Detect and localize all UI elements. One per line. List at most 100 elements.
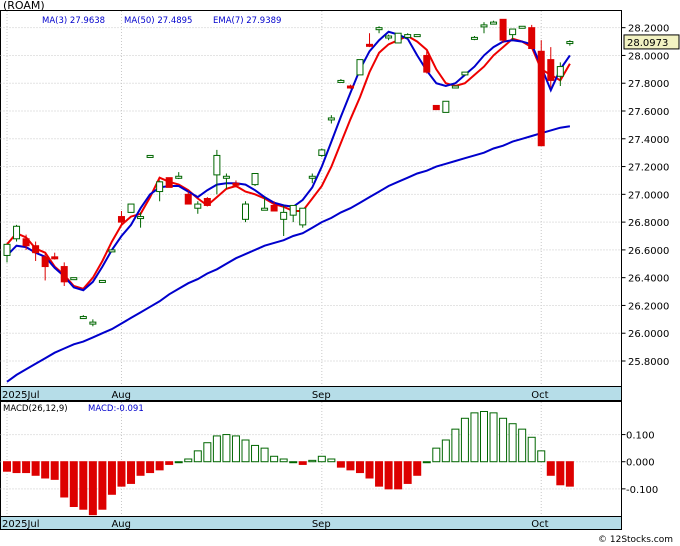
candle [108, 249, 116, 253]
candle-body [79, 316, 87, 320]
candle [337, 79, 345, 83]
price-plot-area [0, 10, 622, 387]
candle-body [70, 277, 78, 281]
macd-y-tick-label: 0.100 [626, 431, 655, 442]
candle-body [60, 266, 68, 283]
macd-x-tick-label: 2025Jul [2, 519, 40, 530]
macd-bar [327, 458, 336, 463]
macd-x-tick-label: Oct [531, 519, 548, 530]
candle [32, 241, 40, 261]
candle-body [213, 154, 221, 176]
candle-body [451, 85, 459, 89]
macd-panel: 0.100 0.000 -0.100 MACD(26,12,9) MACD:-0.0… [0, 401, 658, 530]
price-x-tick-label: Oct [531, 390, 548, 401]
candle-body [566, 41, 574, 45]
price-y-tick-label: 26.4000 [628, 274, 669, 285]
price-y-tick-label: 27.0000 [628, 190, 669, 201]
candle [127, 203, 135, 213]
candle-body [480, 24, 488, 28]
price-x-axis: 2025Jul Aug Sep Oct [2, 390, 549, 401]
candle-body [423, 54, 431, 73]
macd-bar [422, 461, 431, 464]
candle [537, 40, 545, 147]
candle-body [537, 50, 545, 147]
candle [318, 148, 326, 157]
candle [356, 59, 364, 76]
macd-bar [50, 461, 59, 480]
price-x-tick-label: Aug [111, 390, 131, 401]
candle-body [375, 27, 383, 31]
candle-body [22, 238, 30, 247]
candle-body [242, 203, 249, 220]
price-panel: 28.2000 28.0000 27.8000 27.6000 27.4000 27.20… [0, 0, 680, 401]
macd-bar [79, 461, 88, 510]
candle [394, 32, 402, 44]
price-y-tick-label: 27.6000 [628, 107, 669, 118]
macd-bar [336, 461, 345, 468]
candle [184, 191, 192, 205]
candle-body [32, 245, 40, 254]
candle [261, 197, 269, 211]
ema7-line [6, 34, 571, 290]
candle [251, 173, 259, 186]
candle-body [41, 256, 49, 268]
candle-body [404, 34, 412, 38]
candle [556, 62, 564, 86]
candle-body [394, 32, 402, 44]
macd-bar [270, 455, 279, 463]
candle-body [222, 175, 230, 179]
legend-ma3: MA(3) 27.9638 [42, 16, 105, 26]
moving-averages [6, 30, 571, 383]
macd-bar [165, 461, 174, 465]
candle-body [108, 249, 116, 253]
macd-bar [222, 434, 231, 463]
macd-value: MACD:-0.091 [88, 404, 144, 414]
candle [51, 252, 59, 260]
price-y-tick-label: 26.8000 [628, 218, 669, 229]
candle [232, 180, 240, 188]
candle [499, 18, 507, 43]
macd-bar [212, 435, 221, 463]
candle-body [13, 225, 21, 240]
legend-ma50: MA(50) 27.4895 [124, 16, 192, 26]
macd-bar [508, 423, 517, 463]
macd-x-axis-band [0, 516, 622, 530]
candle-body [89, 321, 97, 325]
candle [327, 115, 335, 124]
candle [156, 180, 164, 202]
price-x-axis-band [0, 386, 622, 401]
macd-bar [308, 459, 317, 463]
macd-bar [60, 461, 69, 498]
candle [470, 36, 478, 41]
candle-body [137, 216, 145, 220]
macd-bar [489, 412, 498, 463]
macd-bar [279, 458, 288, 463]
macd-bar [203, 442, 212, 463]
price-x-tick-label: Sep [312, 390, 331, 401]
candle-body [289, 204, 297, 216]
macd-bar [298, 461, 307, 465]
candle-body [490, 21, 498, 25]
candle [375, 26, 383, 34]
macd-bar [12, 461, 21, 474]
candle-body [146, 154, 154, 158]
watermark: © 12Stocks.com [598, 535, 673, 545]
macd-bar [174, 461, 183, 464]
macd-bar [146, 461, 155, 474]
macd-bar [3, 461, 11, 472]
candle [451, 85, 459, 89]
candle [22, 234, 30, 250]
candle [547, 47, 555, 88]
price-y-tick-label: 26.0000 [628, 329, 669, 340]
ma50-line [6, 125, 571, 383]
candle [308, 173, 316, 184]
price-y-tick-label: 26.2000 [628, 301, 669, 312]
price-y-tick-label: 27.8000 [628, 79, 669, 90]
candle [289, 204, 297, 223]
price-y-axis: 28.2000 28.0000 27.8000 27.6000 27.4000 27.20… [621, 24, 669, 368]
macd-bar [394, 461, 403, 490]
candle [346, 84, 354, 89]
candle [98, 279, 106, 283]
candle [270, 201, 278, 212]
candle [222, 173, 230, 189]
